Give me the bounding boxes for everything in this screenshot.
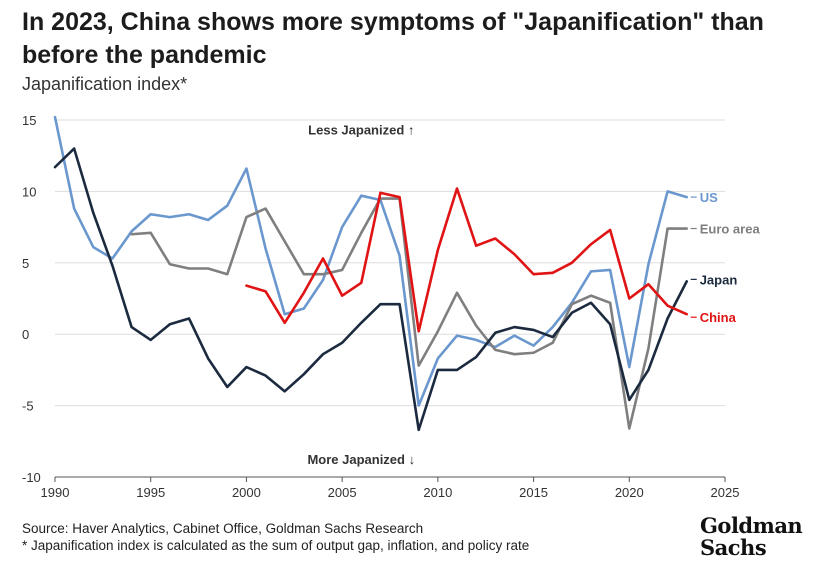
annotation-label: Less Japanized ↑ <box>308 122 414 137</box>
y-tick-label: -10 <box>22 470 41 485</box>
logo-line-1: Goldman <box>700 513 803 538</box>
source-note: Source: Haver Analytics, Cabinet Office,… <box>22 521 424 536</box>
y-tick-label: -5 <box>22 399 34 414</box>
y-tick-label: 0 <box>22 327 29 342</box>
series-label-china: China <box>700 310 737 325</box>
x-tick-label: 2000 <box>232 485 261 500</box>
series-label-us: US <box>700 190 718 205</box>
goldman-sachs-logo: Goldman Sachs <box>700 515 810 559</box>
chart-footer: Source: Haver Analytics, Cabinet Office,… <box>22 520 529 554</box>
series-line-japan <box>53 147 689 432</box>
x-tick-label: 2010 <box>423 485 452 500</box>
series-line-us <box>53 115 689 407</box>
x-tick-label: 1995 <box>136 485 165 500</box>
footnote: * Japanification index is calculated as … <box>22 538 530 553</box>
series-labels: US Euro area Japan China <box>690 190 761 325</box>
x-tick-label: 1990 <box>41 485 70 500</box>
axis-ticks: -10 -5 0 5 10 15 1990 1995 2000 2005 2010 2015 2020 2… <box>22 113 739 500</box>
y-tick-label: 5 <box>22 256 29 271</box>
y-tick-label: 10 <box>22 184 36 199</box>
logo-line-2: Sachs <box>700 535 767 560</box>
x-tick-label: 2015 <box>519 485 548 500</box>
x-tick-label: 2020 <box>615 485 644 500</box>
annotation-label: More Japanized ↓ <box>307 452 415 467</box>
grid-lines <box>55 119 725 478</box>
annotations: Less Japanized ↑ More Japanized ↓ <box>307 122 415 467</box>
x-tick-label: 2005 <box>328 485 357 500</box>
x-tick-label: 2025 <box>711 485 740 500</box>
chart-title: In 2023, China shows more symptoms of "J… <box>22 8 764 69</box>
chart-subtitle: Japanification index* <box>22 74 188 94</box>
series-line-euro-area <box>130 197 689 430</box>
series-lines <box>53 115 689 432</box>
y-tick-label: 15 <box>22 113 36 128</box>
series-label-euro-area: Euro area <box>700 222 761 237</box>
series-line-china <box>245 187 689 333</box>
series-label-japan: Japan <box>700 272 738 287</box>
